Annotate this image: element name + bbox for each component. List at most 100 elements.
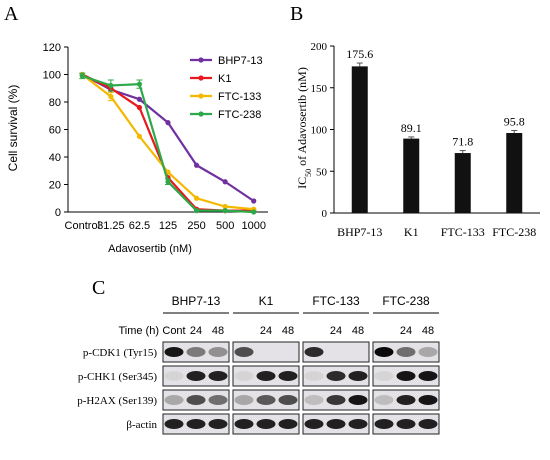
blot-band [374, 371, 394, 381]
blot-band [326, 395, 346, 405]
legend-swatch-marker [198, 111, 204, 117]
bar [351, 66, 368, 214]
series-point [79, 73, 85, 79]
legend-label: K1 [218, 73, 231, 85]
bar-chart-y-label: IC50 of Adavosertib (nM) [295, 67, 313, 189]
blot-band [278, 395, 298, 405]
blot-band [418, 395, 438, 405]
bar-chart-y-tick-label: 50 [316, 166, 328, 178]
series-point [108, 93, 114, 100]
line-chart-y-tick-label: 0 [55, 207, 61, 219]
line-chart-x-label: Adavosertib (nM) [108, 243, 192, 255]
blot-band [186, 419, 206, 429]
blot-band [186, 395, 206, 405]
blot-band [348, 371, 368, 381]
blot-timepoint-label: 48 [212, 325, 224, 337]
bar [454, 153, 471, 213]
line-chart-y-tick-label: 20 [49, 180, 61, 192]
blot-band [164, 419, 184, 429]
series-point [222, 179, 228, 185]
blot-timepoint-label: 24 [330, 325, 342, 337]
blot-band [234, 371, 254, 381]
series-point [165, 179, 171, 185]
blot-band [348, 419, 368, 429]
series-point [222, 208, 228, 214]
legend-label: FTC-238 [218, 109, 261, 121]
bar-chart-y-label-subscript: 50 [304, 169, 313, 177]
bar-category-label: K1 [404, 225, 419, 239]
blot-band [256, 419, 276, 429]
blot-row-label: p-H2AX (Ser139) [77, 395, 157, 407]
line-chart-panel-a: Cell survival (%) Adavosertib (nM) 0 20 40… [6, 42, 268, 255]
bar [506, 133, 523, 213]
blot-band [374, 395, 394, 405]
bar-category-label: FTC-133 [441, 225, 485, 239]
series-point [136, 96, 143, 102]
western-blot-panel-c: Time (h) BHP7-13 Cont 24 48 K1 24 48 FTC-133 24 4… [77, 294, 440, 435]
legend-swatch-marker [198, 93, 204, 99]
blot-band [208, 371, 228, 381]
bar-chart-y-tick-label: 200 [311, 41, 328, 53]
bar-chart-y-tick-label: 100 [311, 125, 328, 137]
blot-band [396, 419, 416, 429]
line-chart-y-tick-label: 80 [49, 97, 61, 109]
line-chart-y-tick-label: 100 [43, 70, 61, 82]
line-chart-x-tick-label: 1000 [241, 220, 265, 232]
legend-swatch-marker [198, 57, 204, 63]
blot-band [374, 347, 394, 357]
blot-time-label: Time (h) [118, 325, 159, 337]
blot-band [304, 419, 324, 429]
bar-value-label: 95.8 [504, 115, 525, 129]
blot-band [164, 395, 184, 405]
blot-band [418, 419, 438, 429]
series-point [251, 209, 257, 215]
blot-lane-frame [232, 341, 300, 363]
blot-timepoint-label: 48 [422, 325, 434, 337]
bar-value-label: 89.1 [401, 121, 422, 135]
series-point [251, 198, 257, 204]
blot-band [374, 419, 394, 429]
series-point [165, 120, 171, 126]
line-chart-x-tick-label: 250 [187, 220, 205, 232]
line-chart-x-tick-label: 62.5 [129, 220, 150, 232]
line-chart-x-tick-label: 500 [216, 220, 234, 232]
blot-band [396, 371, 416, 381]
line-chart-y-tick-label: 120 [43, 42, 61, 54]
line-chart-x-tick-label: 125 [159, 220, 177, 232]
panel-label-b: B [290, 3, 303, 25]
blot-band [164, 371, 184, 381]
line-chart-y-tick-label: 40 [49, 152, 61, 164]
blot-band [418, 347, 438, 357]
blot-band [186, 371, 206, 381]
bar-value-label: 175.6 [346, 47, 373, 61]
blot-timepoint-label: 48 [352, 325, 364, 337]
blot-band [304, 347, 324, 357]
blot-row-label: β-actin [126, 419, 157, 431]
series-point [108, 82, 114, 89]
panel-label-c: C [92, 277, 105, 299]
blot-band [208, 395, 228, 405]
bar-chart-y-tick-label: 0 [322, 208, 328, 220]
bar-category-label: FTC-238 [492, 225, 536, 239]
blot-band [278, 419, 298, 429]
series-point [193, 162, 200, 168]
blot-band [326, 419, 346, 429]
blot-timepoint-label: 24 [400, 325, 412, 337]
blot-band [278, 371, 298, 381]
blot-timepoint-label: 48 [282, 325, 294, 337]
blot-timepoint-label: 24 [190, 325, 202, 337]
bar-chart-y-tick-label: 150 [311, 83, 328, 95]
blot-band [304, 395, 324, 405]
series-point [136, 104, 143, 111]
series-point [193, 195, 200, 201]
bar-value-label: 71.8 [452, 135, 473, 149]
series-point [222, 203, 228, 210]
line-chart-x-tick-label: 31.25 [97, 220, 125, 232]
blot-cell-line-label: BHP7-13 [172, 294, 221, 308]
blot-band [326, 371, 346, 381]
blot-band [234, 347, 254, 357]
series-point [136, 133, 143, 139]
blot-band [418, 371, 438, 381]
bar [403, 138, 420, 213]
